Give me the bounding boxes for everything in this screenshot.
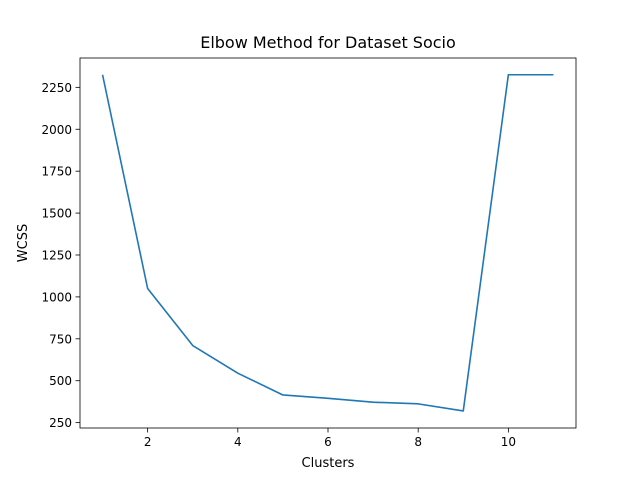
x-tick-label: 6 xyxy=(324,435,332,449)
x-tick-label: 2 xyxy=(144,435,152,449)
chart-title: Elbow Method for Dataset Socio xyxy=(200,33,456,52)
x-tick-label: 4 xyxy=(234,435,242,449)
y-tick-label: 1500 xyxy=(41,207,72,221)
y-tick-label: 750 xyxy=(49,332,72,346)
y-tick-label: 1000 xyxy=(41,290,72,304)
y-tick-label: 250 xyxy=(49,416,72,430)
y-tick-label: 2250 xyxy=(41,81,72,95)
y-axis-label: WCSS xyxy=(16,224,31,262)
x-tick-label: 8 xyxy=(414,435,422,449)
x-axis-label: Clusters xyxy=(302,456,355,471)
plot-area xyxy=(80,58,576,428)
y-tick-label: 2000 xyxy=(41,123,72,137)
y-tick-label: 1250 xyxy=(41,248,72,262)
y-tick-label: 500 xyxy=(49,374,72,388)
y-tick-label: 1750 xyxy=(41,165,72,179)
x-tick-label: 10 xyxy=(501,435,516,449)
